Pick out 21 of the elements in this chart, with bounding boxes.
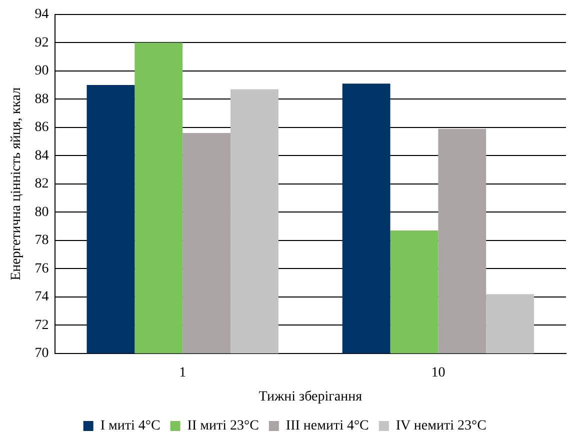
x-tick-label: 1 xyxy=(179,365,186,380)
x-axis-title: Тижні зберігання xyxy=(258,389,363,404)
y-axis-title: Енергетична цінність яйця, ккал xyxy=(9,87,24,280)
y-tick-label: 76 xyxy=(34,261,49,276)
legend-label: III немиті 4°C xyxy=(286,418,369,434)
legend-label: II миті 23°C xyxy=(187,418,259,434)
legend-label: I миті 4°C xyxy=(100,418,160,434)
y-tick-label: 92 xyxy=(34,35,49,50)
y-tick-label: 84 xyxy=(34,148,49,164)
y-tick-label: 70 xyxy=(34,346,49,362)
legend-label: IV немиті 23°C xyxy=(396,418,486,434)
y-tick-label: 94 xyxy=(34,7,49,22)
y-tick-label: 88 xyxy=(34,92,49,107)
y-tick-label: 78 xyxy=(34,233,49,248)
y-tick-label: 72 xyxy=(34,318,49,333)
x-tick-label: 10 xyxy=(431,365,446,380)
y-tick-label: 90 xyxy=(34,64,49,79)
y-tick-label: 80 xyxy=(34,204,49,220)
y-tick-label: 86 xyxy=(34,120,49,136)
y-tick-label: 82 xyxy=(34,176,49,192)
y-tick-label: 74 xyxy=(34,290,49,305)
